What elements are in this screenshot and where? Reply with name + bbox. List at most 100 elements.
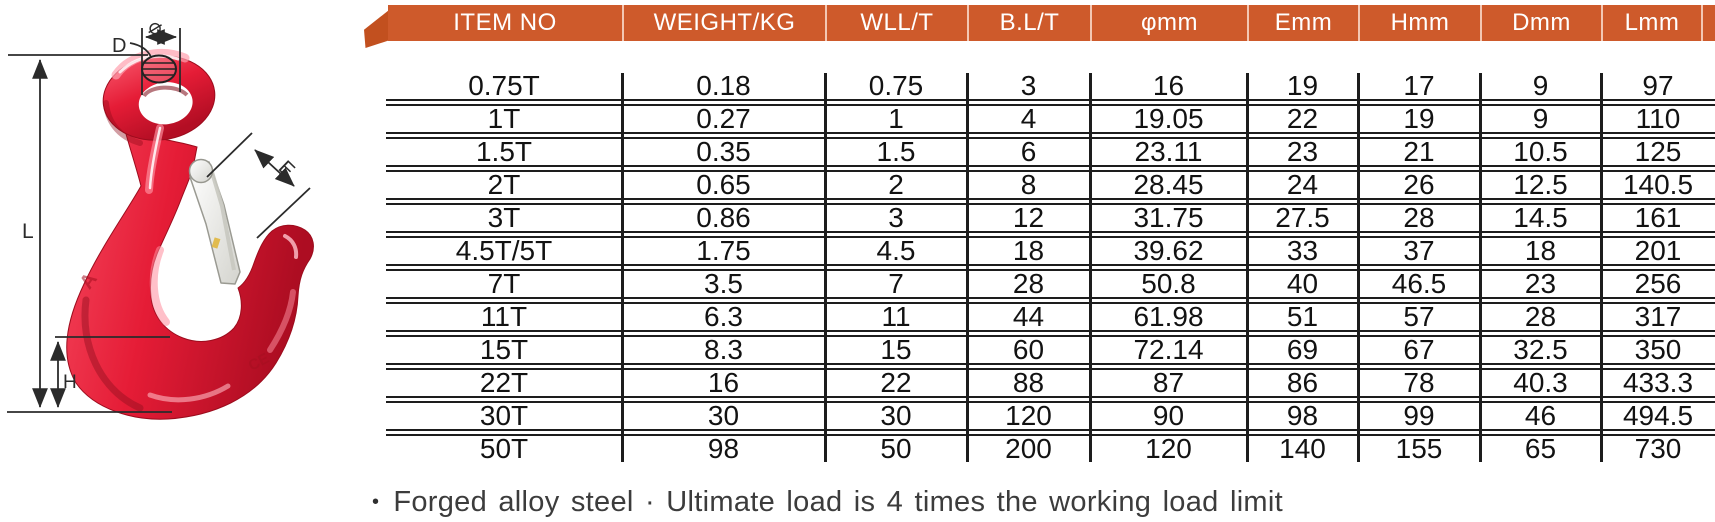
table-cell: 0.35 bbox=[696, 136, 751, 167]
table-cell: 23 bbox=[1524, 268, 1557, 299]
table-cell: 0.65 bbox=[696, 169, 751, 200]
column-divider bbox=[621, 73, 624, 462]
table-cell: 88 bbox=[1012, 367, 1045, 398]
header-end-stub bbox=[1701, 5, 1715, 41]
label-D: D bbox=[112, 35, 126, 57]
header-e-mm: Emm bbox=[1247, 5, 1358, 41]
table-cell: 4 bbox=[1020, 103, 1037, 134]
table-cell: 120 bbox=[1145, 433, 1192, 464]
table-cell: 8.3 bbox=[704, 334, 743, 365]
table-cell: 72.14 bbox=[1133, 334, 1204, 365]
table-cell: 31.75 bbox=[1133, 202, 1204, 233]
table-cell: 40.3 bbox=[1513, 367, 1568, 398]
header-bl: B.L/T bbox=[967, 5, 1090, 41]
table-cell: 23 bbox=[1286, 136, 1319, 167]
table-cell: 2 bbox=[888, 169, 904, 200]
footnote-bullet: • bbox=[372, 491, 380, 513]
table-row: 15T 8.3 15 60 72.14 69 67 32.5 350 bbox=[386, 330, 1715, 365]
table-row: 1.5T 0.35 1.5 6 23.11 23 21 10.5 125 bbox=[386, 132, 1715, 167]
header-phi-mm: φmm bbox=[1090, 5, 1247, 41]
table-cell: 125 bbox=[1634, 136, 1682, 167]
table-cell: 69 bbox=[1286, 334, 1319, 365]
table-row: 7T 3.5 7 28 50.8 40 46.5 23 256 bbox=[386, 264, 1715, 299]
table-cell: 90 bbox=[1152, 400, 1185, 431]
table-cell: 140 bbox=[1279, 433, 1326, 464]
table-cell: 1 bbox=[888, 103, 904, 134]
table-cell: 27.5 bbox=[1275, 202, 1330, 233]
table-row: 2T 0.65 2 8 28.45 24 26 12.5 140.5 bbox=[386, 165, 1715, 200]
safety-latch bbox=[188, 158, 241, 285]
table-cell: 28 bbox=[1012, 268, 1045, 299]
label-H: H bbox=[63, 372, 77, 393]
table-cell: 86 bbox=[1286, 367, 1319, 398]
table-cell: 3T bbox=[487, 202, 521, 233]
column-divider bbox=[1479, 73, 1482, 462]
table-cell: 14.5 bbox=[1513, 202, 1568, 233]
table-row: 50T 98 50 200 120 140 155 65 730 bbox=[386, 429, 1715, 464]
table-cell: 256 bbox=[1634, 268, 1682, 299]
column-divider bbox=[966, 73, 969, 462]
table-cell: 161 bbox=[1634, 202, 1682, 233]
hook-illustration: A CE bbox=[7, 13, 314, 420]
table-cell: 19 bbox=[1403, 103, 1435, 134]
table-cell: 6 bbox=[1020, 136, 1037, 167]
footnote: • Forged alloy steel · Ultimate load is … bbox=[372, 486, 1283, 519]
table-cell: 44 bbox=[1012, 301, 1045, 332]
footnote-text: Forged alloy steel · Ultimate load is 4 … bbox=[393, 486, 1283, 518]
header-item-no: ITEM NO bbox=[453, 9, 557, 36]
table-cell: 19.05 bbox=[1133, 103, 1204, 134]
table-cell: 30T bbox=[479, 400, 529, 431]
table-cell: 201 bbox=[1634, 235, 1682, 266]
table-cell: 50 bbox=[880, 433, 912, 464]
table-row: 4.5T/5T 1.75 4.5 18 39.62 33 37 18 201 bbox=[386, 231, 1715, 266]
header-h-mm: Hmm bbox=[1358, 5, 1480, 41]
table-cell: 10.5 bbox=[1513, 136, 1568, 167]
table-cell: 110 bbox=[1635, 103, 1681, 134]
table-cell: 0.86 bbox=[696, 202, 751, 233]
table-cell: 24 bbox=[1286, 169, 1319, 200]
table-cell: 46.5 bbox=[1391, 268, 1447, 299]
header-wll: WLL/T bbox=[825, 5, 967, 41]
table-cell: 98 bbox=[707, 433, 740, 464]
eye-cross-section bbox=[141, 54, 177, 84]
table-cell: 2T bbox=[487, 169, 521, 200]
table-cell: 11T bbox=[480, 301, 528, 332]
table-cell: 97 bbox=[1642, 70, 1674, 101]
table-cell: 4.5 bbox=[876, 235, 916, 266]
table-cell: 9 bbox=[1532, 103, 1549, 134]
table-row: 22T 16 22 88 87 86 78 40.3 433.3 bbox=[386, 363, 1715, 398]
hook-body: A CE bbox=[66, 48, 314, 420]
header-d-mm: Dmm bbox=[1480, 5, 1601, 41]
table-cell: 433.3 bbox=[1622, 367, 1694, 398]
table-row: 3T 0.86 3 12 31.75 27.5 28 14.5 161 bbox=[386, 198, 1715, 233]
table-cell: 15T bbox=[479, 334, 529, 365]
column-divider bbox=[824, 73, 827, 462]
ribbon-fold bbox=[364, 10, 389, 48]
table-cell: 60 bbox=[1012, 334, 1045, 365]
table-cell: 155 bbox=[1395, 433, 1443, 464]
column-divider bbox=[1600, 73, 1603, 462]
table-cell: 1.5 bbox=[876, 136, 916, 167]
table-cell: 12.5 bbox=[1513, 169, 1568, 200]
table-cell: 317 bbox=[1634, 301, 1682, 332]
table-cell: 1.75 bbox=[696, 235, 751, 266]
dimension-annotations: L H D ⌀ E bbox=[7, 13, 311, 413]
column-divider bbox=[1246, 73, 1249, 462]
table-cell: 350 bbox=[1634, 334, 1682, 365]
table-cell: 57 bbox=[1403, 301, 1435, 332]
label-phi: ⌀ bbox=[146, 13, 165, 40]
table-cell: 23.11 bbox=[1134, 136, 1203, 167]
spec-table: 0.75T 0.18 0.75 3 16 19 17 9 97 1T 0.27 … bbox=[386, 70, 1715, 464]
table-cell: 730 bbox=[1634, 433, 1682, 464]
label-E: E bbox=[274, 157, 299, 182]
table-cell: 51 bbox=[1286, 301, 1319, 332]
table-cell: 1T bbox=[487, 103, 521, 134]
dim-D-leader bbox=[129, 42, 152, 58]
table-cell: 28 bbox=[1524, 301, 1557, 332]
table-cell: 16 bbox=[707, 367, 740, 398]
table-cell: 7T bbox=[487, 268, 521, 299]
table-cell: 3.5 bbox=[704, 268, 743, 299]
header-weight: WEIGHT/KG bbox=[622, 5, 825, 41]
table-cell: 494.5 bbox=[1622, 400, 1694, 431]
